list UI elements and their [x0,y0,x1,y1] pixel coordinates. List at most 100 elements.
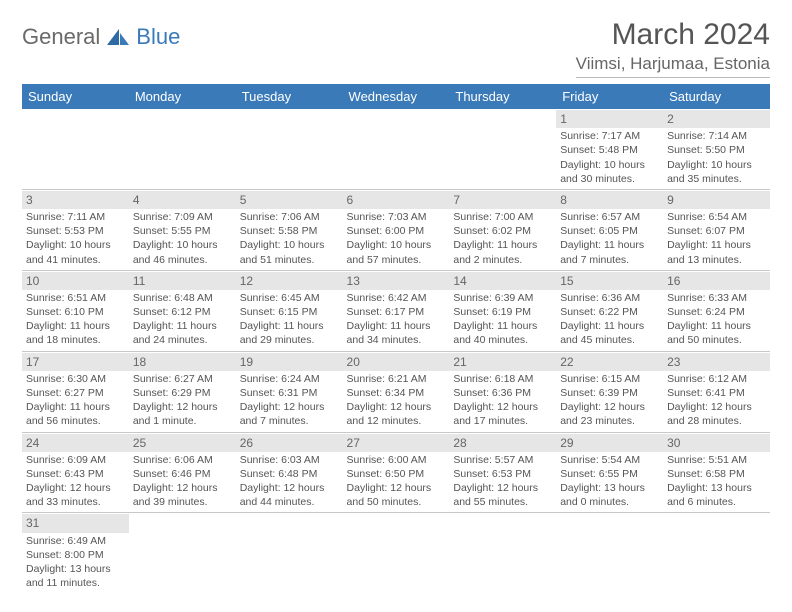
daylight-text: Daylight: 11 hours [26,400,125,414]
daylight-text: Daylight: 11 hours [26,319,125,333]
daylight-text: Daylight: 12 hours [347,481,446,495]
calendar-day-cell: 14Sunrise: 6:39 AMSunset: 6:19 PMDayligh… [449,270,556,351]
sunrise-text: Sunrise: 7:17 AM [560,129,659,143]
sunset-text: Sunset: 6:19 PM [453,305,552,319]
sunset-text: Sunset: 5:55 PM [133,224,232,238]
sunrise-text: Sunrise: 6:45 AM [240,291,339,305]
sunset-text: Sunset: 6:36 PM [453,386,552,400]
sunrise-text: Sunrise: 6:21 AM [347,372,446,386]
day-number: 28 [449,434,556,452]
sunrise-text: Sunrise: 6:51 AM [26,291,125,305]
sunrise-text: Sunrise: 7:06 AM [240,210,339,224]
calendar-day-cell: 22Sunrise: 6:15 AMSunset: 6:39 PMDayligh… [556,351,663,432]
sunset-text: Sunset: 6:48 PM [240,467,339,481]
calendar-week-row: 10Sunrise: 6:51 AMSunset: 6:10 PMDayligh… [22,270,770,351]
day-number: 1 [556,110,663,128]
day-number: 13 [343,272,450,290]
weekday-header: Wednesday [343,84,450,109]
daylight-text: Daylight: 10 hours [667,158,766,172]
day-number: 12 [236,272,343,290]
daylight-text: Daylight: 11 hours [133,319,232,333]
daylight-text: and 33 minutes. [26,495,125,509]
calendar-day-cell: 5Sunrise: 7:06 AMSunset: 5:58 PMDaylight… [236,189,343,270]
sunrise-text: Sunrise: 6:48 AM [133,291,232,305]
sunset-text: Sunset: 6:17 PM [347,305,446,319]
daylight-text: Daylight: 11 hours [667,238,766,252]
day-number: 9 [663,191,770,209]
day-number: 27 [343,434,450,452]
daylight-text: Daylight: 12 hours [240,481,339,495]
calendar-day-cell: 20Sunrise: 6:21 AMSunset: 6:34 PMDayligh… [343,351,450,432]
sunrise-text: Sunrise: 7:14 AM [667,129,766,143]
daylight-text: Daylight: 11 hours [560,238,659,252]
day-number: 18 [129,353,236,371]
daylight-text: and 29 minutes. [240,333,339,347]
day-number: 26 [236,434,343,452]
sunset-text: Sunset: 6:29 PM [133,386,232,400]
sunrise-text: Sunrise: 5:54 AM [560,453,659,467]
sunrise-text: Sunrise: 6:06 AM [133,453,232,467]
calendar-day-cell: 7Sunrise: 7:00 AMSunset: 6:02 PMDaylight… [449,189,556,270]
sunset-text: Sunset: 6:46 PM [133,467,232,481]
daylight-text: and 12 minutes. [347,414,446,428]
daylight-text: and 1 minute. [133,414,232,428]
calendar-day-cell: 12Sunrise: 6:45 AMSunset: 6:15 PMDayligh… [236,270,343,351]
daylight-text: and 11 minutes. [26,576,125,590]
daylight-text: and 39 minutes. [133,495,232,509]
sunset-text: Sunset: 6:34 PM [347,386,446,400]
logo: General Blue [22,24,180,50]
sunrise-text: Sunrise: 6:42 AM [347,291,446,305]
day-number: 8 [556,191,663,209]
day-number: 22 [556,353,663,371]
sunrise-text: Sunrise: 6:36 AM [560,291,659,305]
sunset-text: Sunset: 6:07 PM [667,224,766,238]
calendar-day-cell: 31Sunrise: 6:49 AMSunset: 8:00 PMDayligh… [22,513,129,593]
calendar-week-row: 31Sunrise: 6:49 AMSunset: 8:00 PMDayligh… [22,513,770,593]
daylight-text: Daylight: 13 hours [560,481,659,495]
day-number: 17 [22,353,129,371]
weekday-header: Friday [556,84,663,109]
sunset-text: Sunset: 6:39 PM [560,386,659,400]
day-number: 16 [663,272,770,290]
sunrise-text: Sunrise: 5:51 AM [667,453,766,467]
day-number: 11 [129,272,236,290]
day-number: 24 [22,434,129,452]
daylight-text: Daylight: 12 hours [347,400,446,414]
sunset-text: Sunset: 6:58 PM [667,467,766,481]
daylight-text: Daylight: 10 hours [240,238,339,252]
daylight-text: Daylight: 13 hours [667,481,766,495]
day-number: 15 [556,272,663,290]
calendar-day-cell: 27Sunrise: 6:00 AMSunset: 6:50 PMDayligh… [343,432,450,513]
logo-text-2: Blue [136,24,180,50]
daylight-text: Daylight: 10 hours [133,238,232,252]
weekday-header: Thursday [449,84,556,109]
sunrise-text: Sunrise: 6:57 AM [560,210,659,224]
calendar-day-cell: 29Sunrise: 5:54 AMSunset: 6:55 PMDayligh… [556,432,663,513]
calendar-day-cell: 16Sunrise: 6:33 AMSunset: 6:24 PMDayligh… [663,270,770,351]
day-number: 29 [556,434,663,452]
calendar-day-cell: 11Sunrise: 6:48 AMSunset: 6:12 PMDayligh… [129,270,236,351]
sunset-text: Sunset: 5:48 PM [560,143,659,157]
daylight-text: Daylight: 11 hours [347,319,446,333]
logo-text-1: General [22,24,100,50]
calendar-day-cell [129,513,236,593]
sunrise-text: Sunrise: 6:39 AM [453,291,552,305]
calendar-day-cell [236,109,343,189]
sunrise-text: Sunrise: 6:24 AM [240,372,339,386]
calendar-day-cell: 10Sunrise: 6:51 AMSunset: 6:10 PMDayligh… [22,270,129,351]
calendar-day-cell [129,109,236,189]
daylight-text: and 18 minutes. [26,333,125,347]
daylight-text: Daylight: 11 hours [240,319,339,333]
weekday-header: Saturday [663,84,770,109]
day-number: 20 [343,353,450,371]
day-number: 25 [129,434,236,452]
calendar-day-cell: 4Sunrise: 7:09 AMSunset: 5:55 PMDaylight… [129,189,236,270]
sunset-text: Sunset: 6:02 PM [453,224,552,238]
weekday-header: Tuesday [236,84,343,109]
daylight-text: Daylight: 12 hours [453,400,552,414]
day-number: 14 [449,272,556,290]
sunrise-text: Sunrise: 6:30 AM [26,372,125,386]
daylight-text: and 6 minutes. [667,495,766,509]
sunrise-text: Sunrise: 7:11 AM [26,210,125,224]
day-number: 4 [129,191,236,209]
